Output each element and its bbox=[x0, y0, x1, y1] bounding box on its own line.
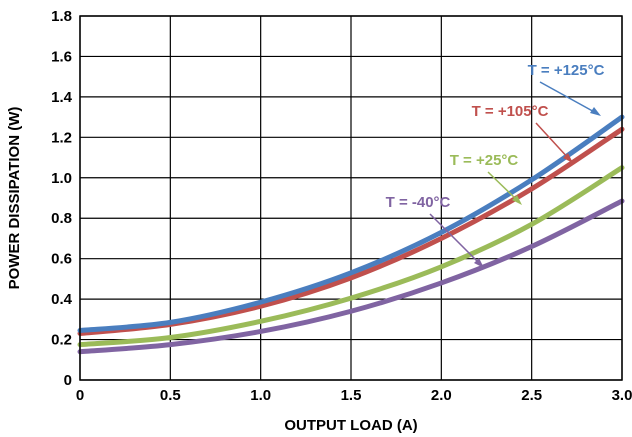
label-125c: T = +125°C bbox=[528, 62, 605, 116]
y-tick-labels: 0 0.2 0.4 0.6 0.8 1.0 1.2 1.4 1.6 1.8 bbox=[51, 8, 73, 389]
x-tick-label: 1.0 bbox=[250, 387, 271, 404]
series-line-t-125-c bbox=[77, 114, 625, 333]
x-tick-label: 0.5 bbox=[160, 387, 181, 404]
series-line-t-25-c bbox=[77, 165, 625, 348]
x-tick-label: 2.0 bbox=[431, 387, 452, 404]
y-tick-label: 0.4 bbox=[51, 291, 73, 308]
series-label-25c: T = +25°C bbox=[450, 152, 519, 169]
plot-frame bbox=[79, 15, 623, 381]
y-tick-label: 1.6 bbox=[51, 48, 72, 65]
x-tick-labels: 0 0.5 1.0 1.5 2.0 2.5 3.0 bbox=[76, 387, 632, 404]
y-tick-label: 0.2 bbox=[51, 332, 72, 349]
x-tick-label: 2.5 bbox=[521, 387, 542, 404]
y-tick-label: 0.6 bbox=[51, 251, 72, 268]
arrow-line-minus40c bbox=[429, 213, 482, 266]
y-tick-label: 1.2 bbox=[51, 129, 72, 146]
arrow-line-125c bbox=[539, 81, 599, 115]
series-label-125c: T = +125°C bbox=[528, 62, 605, 79]
y-tick-label: 1.4 bbox=[51, 89, 73, 106]
label-25c: T = +25°C bbox=[450, 152, 522, 205]
arrow-head-minus40c bbox=[474, 258, 484, 268]
arrow-line-105c bbox=[535, 122, 571, 161]
series-label-105c: T = +105°C bbox=[472, 103, 549, 120]
series-label-minus40c: T = -40°C bbox=[386, 194, 451, 211]
label-minus40c: T = -40°C bbox=[386, 194, 484, 268]
y-tick-label: 0 bbox=[64, 372, 72, 389]
x-tick-label: 3.0 bbox=[612, 387, 632, 404]
x-tick-label: 0 bbox=[76, 387, 84, 404]
x-tick-label: 1.5 bbox=[341, 387, 362, 404]
y-axis-title: POWER DISSIPATION (W) bbox=[6, 107, 23, 290]
arrow-line-25c bbox=[487, 171, 520, 203]
arrow-head-105c bbox=[563, 153, 573, 163]
y-tick-label: 0.8 bbox=[51, 210, 72, 227]
series-line-t-40-c bbox=[77, 198, 625, 355]
series-layer bbox=[77, 114, 625, 355]
y-tick-label: 1.8 bbox=[51, 8, 72, 25]
x-axis-title: OUTPUT LOAD (A) bbox=[284, 417, 417, 434]
arrow-head-25c bbox=[512, 195, 522, 205]
label-105c: T = +105°C bbox=[472, 103, 573, 163]
y-tick-label: 1.0 bbox=[51, 170, 72, 187]
arrow-head-125c bbox=[590, 107, 601, 116]
